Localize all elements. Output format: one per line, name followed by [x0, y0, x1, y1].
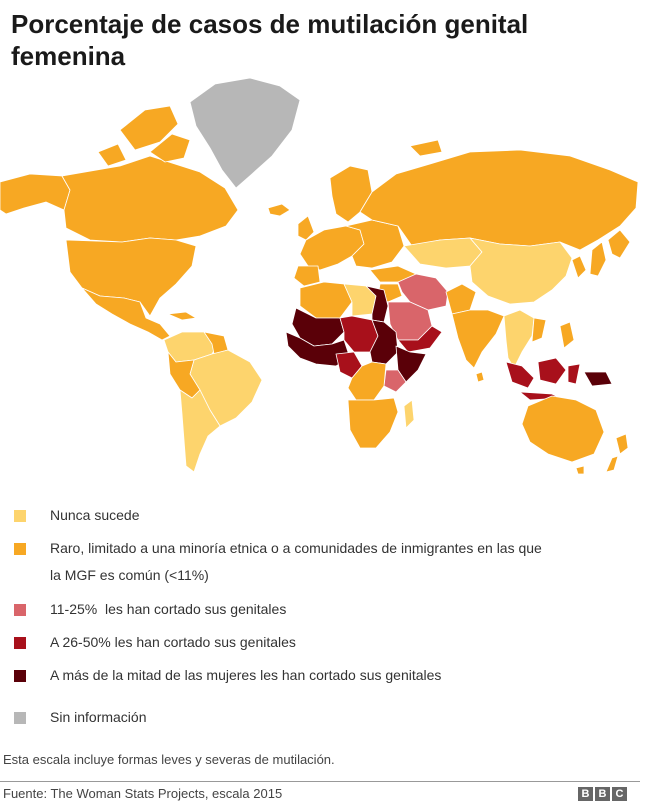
world-map — [0, 77, 639, 475]
region-india — [451, 309, 505, 369]
bbc-logo: B B C — [578, 787, 627, 801]
region-southern-africa — [347, 397, 399, 449]
legend-label: A 26-50% les han cortado sus genitales — [50, 634, 296, 650]
region-borneo — [537, 357, 567, 385]
region-southern-cone — [179, 389, 221, 473]
region-arctic-islands-1 — [119, 105, 179, 151]
region-korea-japan — [571, 241, 607, 279]
legend-swatch — [14, 543, 26, 555]
legend-swatch — [14, 712, 26, 724]
region-russia-islands — [409, 139, 443, 157]
legend-label: A más de la mitad de las mujeres les han… — [50, 667, 442, 683]
region-sri-lanka — [475, 371, 485, 383]
region-china-mongolia — [469, 237, 573, 305]
legend-item-no-info: Sin información — [14, 704, 614, 731]
legend-label: Nunca sucede — [50, 507, 140, 523]
region-arctic-islands-3 — [97, 143, 127, 167]
region-southeast-asia-mainland — [503, 309, 535, 369]
region-uk — [297, 215, 315, 241]
legend-swatch — [14, 670, 26, 682]
logo-letter: B — [578, 787, 593, 801]
region-vietnam-philippines — [531, 317, 575, 349]
region-malaysia-indonesia-west — [505, 361, 535, 389]
region-central-africa — [347, 361, 387, 401]
legend-item-11-25: 11-25% les han cortado sus genitales — [14, 596, 614, 623]
region-caribbean — [167, 311, 197, 321]
region-papua — [583, 371, 613, 387]
region-iraq-iran — [397, 273, 449, 311]
region-alaska — [0, 173, 71, 215]
region-greenland — [189, 77, 301, 189]
legend-item-never: Nunca sucede — [14, 502, 614, 529]
region-iceland — [267, 203, 291, 217]
region-iberia — [293, 265, 321, 287]
legend-item-rare: Raro, limitado a una minoría etnica o a … — [14, 535, 554, 589]
region-new-zealand — [605, 433, 629, 473]
region-russia — [359, 149, 639, 251]
region-afghanistan-pakistan — [445, 283, 477, 315]
legend-label: Sin información — [50, 709, 147, 725]
logo-letter: B — [595, 787, 610, 801]
region-arctic-islands-2 — [149, 133, 191, 163]
map-title: Porcentaje de casos de mutilación genita… — [11, 9, 529, 71]
region-morocco-algeria — [299, 281, 353, 319]
legend-item-26-50: A 26-50% les han cortado sus genitales — [14, 629, 614, 656]
legend-swatch — [14, 510, 26, 522]
source-credit: Fuente: The Woman Stats Projects, escala… — [3, 786, 283, 801]
legend-label: Raro, limitado a una minoría etnica o a … — [50, 540, 542, 583]
scale-note: Esta escala incluye formas leves y sever… — [3, 752, 335, 767]
legend-swatch — [14, 637, 26, 649]
region-mexico — [81, 287, 171, 341]
region-tasmania — [575, 465, 585, 475]
legend-label: 11-25% les han cortado sus genitales — [50, 601, 287, 617]
legend-swatch — [14, 604, 26, 616]
region-kamchatka — [607, 229, 631, 259]
region-madagascar — [403, 399, 415, 429]
region-canada — [61, 155, 239, 243]
legend-item-over-half: A más de la mitad de las mujeres les han… — [14, 662, 614, 689]
logo-letter: C — [612, 787, 627, 801]
region-australia — [521, 395, 605, 463]
divider — [0, 781, 640, 782]
